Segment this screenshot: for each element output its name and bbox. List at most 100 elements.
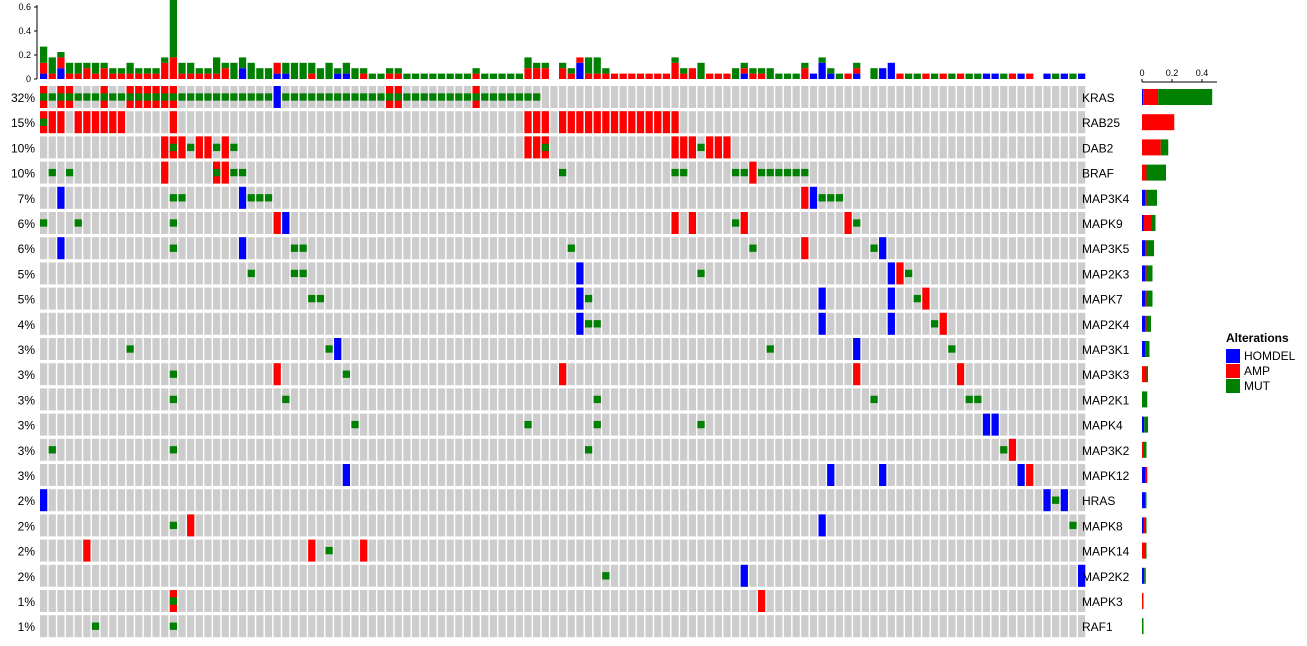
- amp-mark: [161, 136, 169, 159]
- cell-bg: [533, 363, 541, 386]
- cell-bg: [757, 312, 766, 335]
- mut-mark: [593, 395, 601, 404]
- mut-mark: [360, 93, 368, 101]
- cell-bg: [334, 464, 342, 486]
- cell-bg: [550, 615, 558, 638]
- cell-bg: [792, 388, 800, 411]
- cell-bg: [948, 413, 956, 436]
- cell-bg: [273, 262, 281, 285]
- cell-bg: [507, 615, 515, 638]
- cell-bg: [264, 111, 273, 134]
- cell-bg: [368, 388, 376, 411]
- cell-bg: [161, 237, 169, 260]
- cell-bg: [792, 539, 800, 562]
- cell-bg: [351, 514, 359, 537]
- cell-bg: [922, 338, 930, 360]
- cell-bg: [256, 237, 264, 260]
- sample-bar-segment: [394, 73, 402, 79]
- cell-bg: [213, 186, 221, 209]
- cell-bg: [515, 338, 523, 360]
- cell-bg: [602, 413, 610, 436]
- cell-bg: [446, 312, 454, 335]
- amp-mark: [654, 111, 662, 134]
- cell-bg: [507, 464, 515, 486]
- cell-bg: [645, 237, 653, 260]
- mut-mark: [948, 345, 956, 353]
- mut-mark: [143, 93, 152, 101]
- mut-mark: [766, 168, 774, 177]
- cell-bg: [809, 262, 818, 285]
- gene-label: MAPK4: [1082, 419, 1123, 433]
- cell-bg: [922, 363, 930, 386]
- cell-bg: [455, 489, 463, 512]
- cell-bg: [610, 262, 619, 285]
- sample-bar-segment: [593, 57, 601, 74]
- cell-bg: [636, 86, 645, 108]
- cell-bg: [610, 186, 619, 209]
- cell-bg: [688, 312, 696, 335]
- cell-bg: [550, 136, 558, 159]
- cell-bg: [100, 438, 108, 461]
- cell-bg: [187, 413, 195, 436]
- cell-bg: [437, 136, 446, 159]
- cell-bg: [723, 564, 731, 587]
- cell-bg: [117, 237, 126, 260]
- sample-bar-segment: [117, 73, 126, 79]
- homdel-mark: [1078, 564, 1086, 587]
- cell-bg: [524, 564, 532, 587]
- cell-bg: [956, 237, 965, 260]
- cell-bg: [351, 590, 359, 612]
- cell-bg: [1034, 438, 1042, 461]
- cell-bg: [360, 312, 368, 335]
- cell-bg: [386, 287, 394, 310]
- gene-bar-segment: [1144, 567, 1146, 584]
- cell-bg: [896, 539, 904, 562]
- cell-bg: [394, 514, 402, 537]
- cell-bg: [610, 312, 619, 335]
- cell-bg: [1000, 287, 1008, 310]
- cell-bg: [723, 287, 731, 310]
- mut-mark: [757, 168, 766, 177]
- sample-bar-segment: [680, 68, 688, 74]
- cell-bg: [688, 489, 696, 512]
- mut-mark: [135, 93, 143, 101]
- amp-mark: [593, 111, 601, 134]
- cell-bg: [498, 413, 506, 436]
- cell-bg: [809, 161, 818, 184]
- cell-bg: [273, 413, 281, 436]
- sample-bar-segment: [247, 62, 255, 79]
- cell-bg: [515, 464, 523, 486]
- cell-bg: [948, 161, 956, 184]
- amp-mark: [533, 111, 541, 134]
- cell-bg: [386, 615, 394, 638]
- mut-mark: [126, 345, 134, 353]
- mut-mark: [429, 93, 437, 101]
- gene-label: KRAS: [1082, 91, 1115, 105]
- cell-bg: [766, 363, 774, 386]
- cell-bg: [559, 539, 567, 562]
- cell-bg: [636, 186, 645, 209]
- side-axis-tick-label: 0.4: [1196, 68, 1209, 78]
- amp-mark: [100, 111, 108, 134]
- sample-bar-segment: [152, 68, 160, 74]
- cell-bg: [870, 514, 878, 537]
- cell-bg: [403, 111, 411, 134]
- cell-bg: [221, 514, 229, 537]
- cell-bg: [446, 564, 454, 587]
- cell-bg: [697, 590, 705, 612]
- cell-bg: [386, 363, 394, 386]
- cell-bg: [230, 212, 238, 234]
- cell-bg: [377, 136, 385, 159]
- cell-bg: [688, 262, 696, 285]
- cell-bg: [1060, 338, 1068, 360]
- cell-bg: [394, 413, 402, 436]
- gene-label: MAPK9: [1082, 217, 1123, 231]
- cell-bg: [394, 438, 402, 461]
- amp-mark: [559, 363, 567, 386]
- cell-bg: [507, 287, 515, 310]
- cell-bg: [541, 539, 549, 562]
- cell-bg: [991, 212, 999, 234]
- cell-bg: [766, 590, 774, 612]
- cell-bg: [1060, 312, 1068, 335]
- gene-bar-segment: [1160, 139, 1169, 156]
